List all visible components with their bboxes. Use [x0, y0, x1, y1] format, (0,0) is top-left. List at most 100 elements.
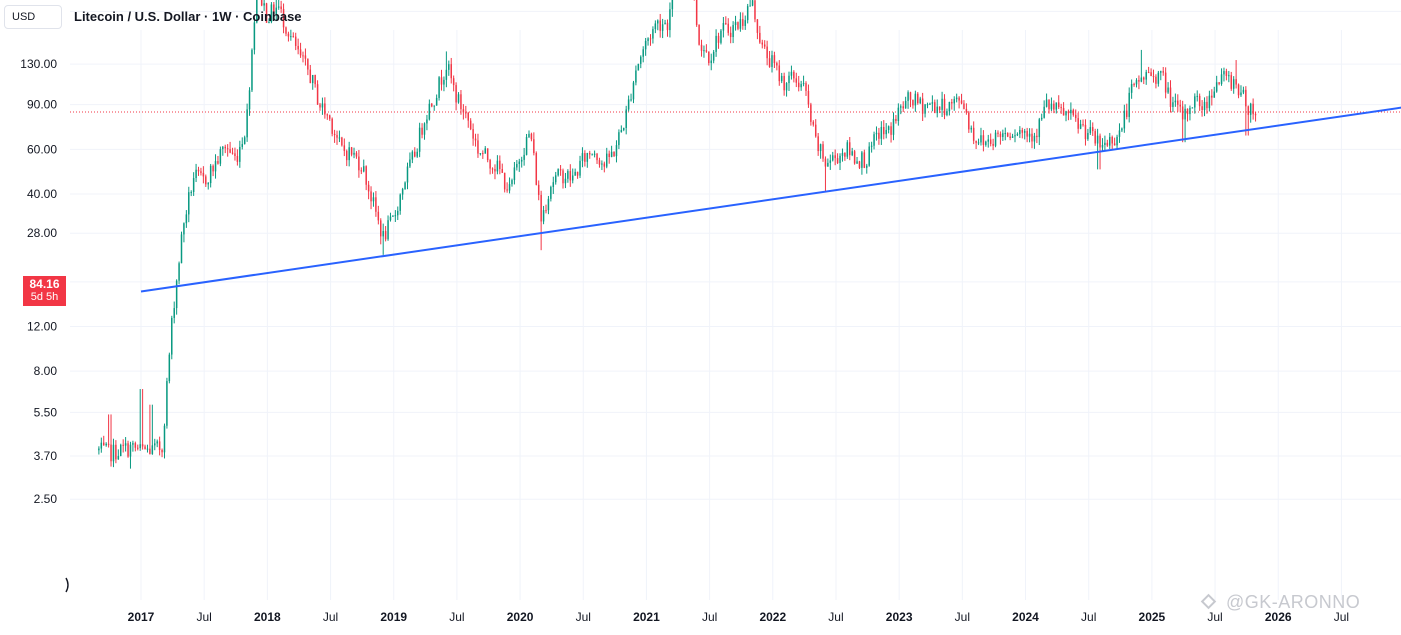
- candle: [756, 19, 759, 40]
- candle: [168, 352, 171, 384]
- candle: [1177, 94, 1179, 112]
- candle: [814, 119, 817, 138]
- candle: [472, 123, 474, 146]
- candle: [1208, 90, 1211, 112]
- candle: [243, 135, 246, 145]
- candle: [353, 147, 355, 159]
- candle: [479, 153, 482, 156]
- candle: [469, 118, 472, 131]
- candle: [234, 147, 236, 161]
- candle: [1079, 119, 1082, 130]
- candle: [644, 37, 647, 56]
- candle: [1152, 69, 1155, 83]
- candle: [763, 40, 766, 49]
- current-price-value: 84.16: [29, 277, 60, 291]
- candle: [547, 195, 550, 215]
- candle: [363, 159, 365, 173]
- candle: [450, 57, 452, 84]
- y-tick-label: 2.50: [34, 492, 58, 506]
- candle: [282, 3, 285, 34]
- candle: [737, 21, 739, 31]
- candle: [129, 441, 132, 469]
- candle: [1087, 128, 1089, 141]
- candle: [883, 120, 885, 140]
- candle: [1092, 122, 1094, 136]
- x-tick-label: 2017: [128, 610, 155, 624]
- candle: [343, 138, 346, 157]
- candle: [124, 437, 127, 452]
- y-tick-label: 5.50: [34, 405, 58, 419]
- candle: [722, 16, 725, 38]
- candle: [491, 167, 494, 174]
- candle: [1160, 70, 1162, 81]
- candle: [1002, 129, 1004, 141]
- candle: [1055, 102, 1058, 114]
- candle: [1191, 107, 1194, 109]
- candle: [350, 146, 353, 157]
- candle: [523, 147, 525, 166]
- candle: [661, 18, 664, 39]
- candle: [805, 81, 807, 96]
- candle: [1050, 97, 1053, 111]
- candle: [231, 147, 234, 155]
- candle: [302, 51, 304, 63]
- candle: [625, 105, 627, 135]
- candle: [744, 15, 747, 30]
- candle: [571, 168, 574, 184]
- x-tick-label: 2024: [1012, 610, 1039, 624]
- candle: [280, 0, 282, 13]
- candle: [783, 72, 785, 96]
- candle: [506, 182, 508, 193]
- candle: [866, 163, 868, 174]
- candle: [800, 80, 802, 91]
- candle: [802, 75, 805, 87]
- candle: [219, 146, 222, 167]
- candle: [1011, 133, 1014, 138]
- candle: [370, 186, 372, 210]
- candle: [734, 15, 737, 31]
- candle: [229, 141, 231, 154]
- candle: [623, 127, 625, 132]
- candle: [569, 164, 572, 187]
- candle: [256, 0, 258, 24]
- currency-selector[interactable]: USD: [4, 5, 62, 29]
- candle: [1135, 78, 1138, 88]
- candle: [921, 92, 924, 122]
- candle: [1138, 75, 1140, 90]
- candle: [321, 97, 324, 115]
- candle: [426, 114, 428, 131]
- candle: [367, 180, 370, 200]
- candle: [1077, 112, 1079, 134]
- candle: [205, 174, 207, 187]
- candle: [1155, 74, 1157, 89]
- candle: [1189, 105, 1191, 121]
- candle: [394, 210, 397, 223]
- candle: [824, 156, 827, 192]
- candle: [134, 441, 137, 452]
- candle: [333, 129, 336, 143]
- candle: [1057, 95, 1060, 109]
- candle: [931, 95, 934, 112]
- candle: [331, 117, 333, 137]
- chart-title: Litecoin / U.S. Dollar · 1W · Coinbase: [74, 9, 302, 24]
- candle: [112, 438, 115, 468]
- candle: [144, 444, 146, 450]
- candle: [878, 127, 880, 145]
- scale-handle-icon: [65, 577, 69, 593]
- candle: [703, 45, 705, 58]
- trend-layer[interactable]: [140, 106, 1401, 293]
- candle: [567, 169, 569, 183]
- candle: [1181, 100, 1184, 143]
- candle: [1145, 69, 1147, 85]
- candle: [951, 98, 953, 110]
- candle: [919, 96, 921, 105]
- candle: [880, 121, 883, 145]
- candle: [635, 65, 637, 86]
- candle: [917, 92, 919, 105]
- candle: [552, 176, 555, 194]
- candle: [151, 404, 154, 455]
- candle: [482, 150, 484, 159]
- candle: [460, 90, 462, 115]
